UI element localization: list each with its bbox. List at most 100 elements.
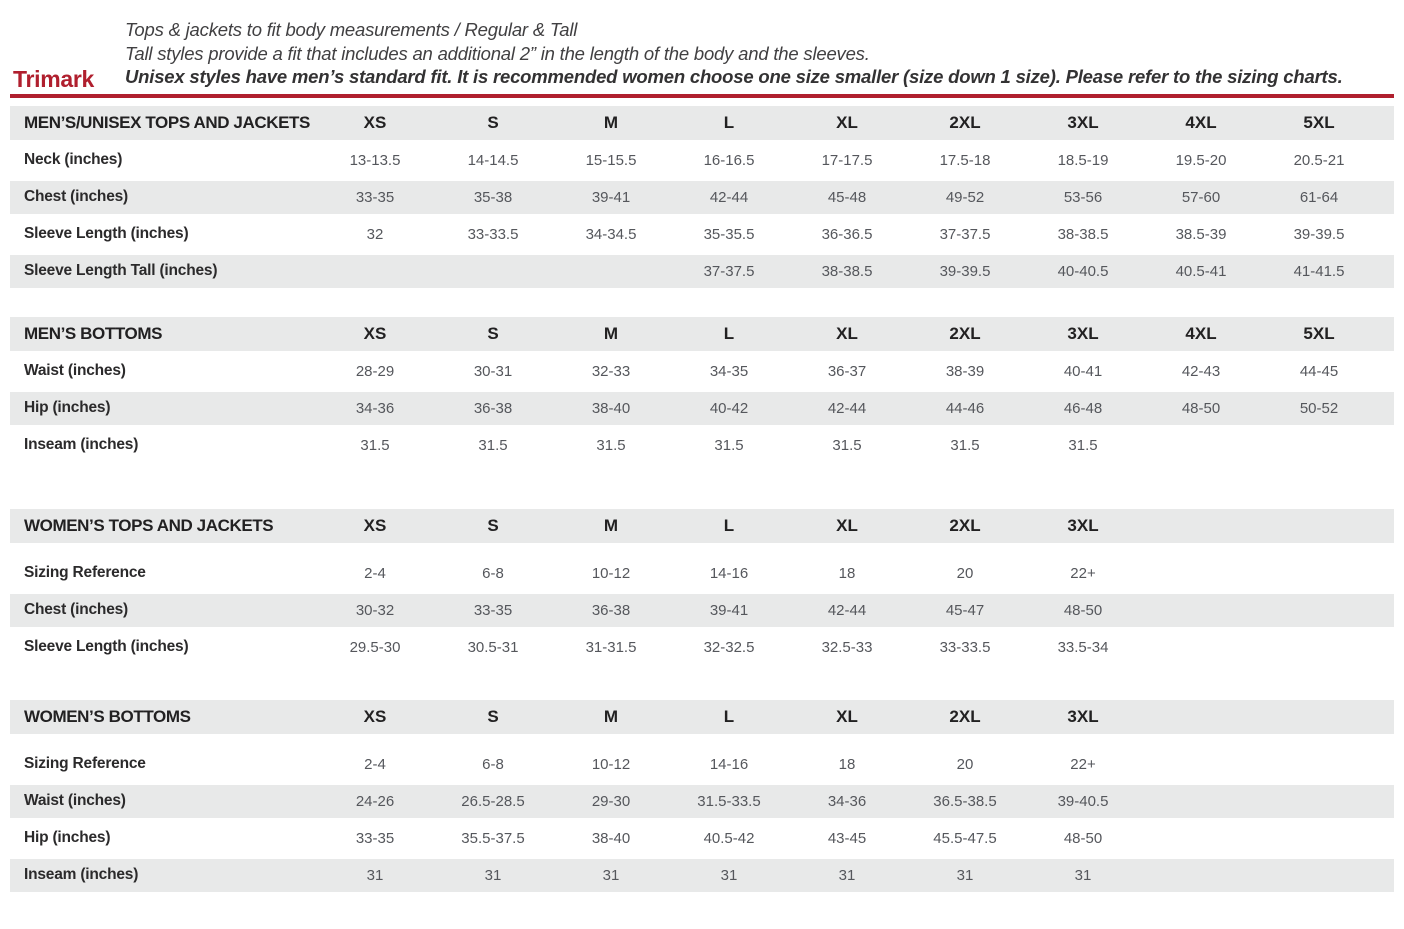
column-header-xl: XL [836, 706, 858, 726]
column-header-3xl: 3XL [1067, 515, 1099, 535]
size-value-cell: 39-41 [591, 188, 631, 206]
sizing-chart-page: Trimark Tops & jackets to fit body measu… [0, 0, 1404, 892]
size-value-cell: 48-50 [1063, 601, 1103, 619]
size-value-cell: 28-29 [355, 362, 395, 380]
size-value-cell: 31-31.5 [585, 638, 637, 656]
size-value-cell: 16-16.5 [703, 151, 755, 169]
table-row: Inseam (inches) 31 31 31 31 31 31 31 [10, 858, 1394, 892]
size-value-cell: 44-46 [945, 399, 985, 417]
size-value-cell: 61-64 [1299, 188, 1339, 206]
size-value-cell: 35.5-37.5 [461, 829, 525, 847]
column-header-2xl: 2XL [949, 323, 981, 343]
size-value-cell: 33-33.5 [467, 225, 519, 243]
size-value-cell: 31.5-33.5 [697, 792, 761, 810]
column-header-s: S [487, 112, 499, 132]
size-table-womens-bottoms: WOMEN’S BOTTOMS XS S M L XL 2XL 3XL Sizing Refer… [10, 699, 1394, 892]
row-label: Waist (inches) [24, 362, 126, 379]
size-value-cell: 34-34.5 [585, 225, 637, 243]
size-value-cell: 31 [366, 866, 384, 884]
document-header: Trimark Tops & jackets to fit body measu… [0, 0, 1404, 92]
note-tall-styles: Tall styles provide a fit that includes … [125, 42, 870, 64]
size-value-cell: 31 [602, 866, 620, 884]
size-value-cell: 46-48 [1063, 399, 1103, 417]
size-value-cell: 14-14.5 [467, 151, 519, 169]
size-value-cell: 22+ [1070, 755, 1096, 773]
column-header-l: L [723, 515, 735, 535]
table-row: Waist (inches) 24-26 26.5-28.5 29-30 31.5-33… [10, 784, 1394, 818]
size-value-cell: 31 [956, 866, 974, 884]
size-value-cell: 33-33.5 [939, 638, 991, 656]
table-row: Neck (inches) 13-13.5 14-14.5 15-15.5 16-16.… [10, 144, 1394, 177]
size-value-cell: 18.5-19 [1057, 151, 1109, 169]
size-value-cell: 31.5 [832, 436, 862, 454]
size-value-cell: 35-35.5 [703, 225, 755, 243]
column-header-4xl: 4XL [1185, 112, 1217, 132]
table-row: Inseam (inches) 31.5 31.5 31.5 31.5 31.5 31.5 3… [10, 429, 1394, 462]
size-value-cell: 6-8 [482, 755, 504, 773]
table-row: Sleeve Length Tall (inches) 37-37.5 38-38.… [10, 254, 1394, 288]
column-header-m: M [603, 706, 619, 726]
row-label: Neck (inches) [24, 151, 123, 168]
size-value-cell: 50-52 [1299, 399, 1339, 417]
size-value-cell: 36-38 [473, 399, 513, 417]
size-value-cell: 37-37.5 [703, 262, 755, 280]
size-value-cell: 24-26 [355, 792, 395, 810]
size-value-cell: 36-36.5 [821, 225, 873, 243]
size-value-cell: 10-12 [591, 564, 631, 582]
size-value-cell: 36.5-38.5 [933, 792, 997, 810]
column-header-l: L [723, 323, 735, 343]
size-value-cell: 40.5-42 [703, 829, 755, 847]
size-value-cell: 45.5-47.5 [933, 829, 997, 847]
column-header-xl: XL [836, 323, 858, 343]
size-value-cell: 33-35 [355, 188, 395, 206]
size-value-cell: 2-4 [364, 564, 386, 582]
size-value-cell: 44-45 [1299, 362, 1339, 380]
note-unisex-fit: Unisex styles have men’s standard fit. I… [125, 66, 1343, 87]
size-value-cell: 18 [838, 755, 856, 773]
table-row: Sleeve Length (inches) 29.5-30 30.5-31 31-3… [10, 631, 1394, 664]
header-divider-rule [10, 93, 1394, 98]
row-label: Waist (inches) [24, 792, 126, 809]
size-value-cell: 38-39 [945, 362, 985, 380]
column-header-s: S [487, 323, 499, 343]
size-value-cell: 57-60 [1181, 188, 1221, 206]
size-value-cell: 29.5-30 [349, 638, 401, 656]
column-header-5xl: 5XL [1303, 112, 1335, 132]
size-value-cell: 17.5-18 [939, 151, 991, 169]
size-value-cell: 29-30 [591, 792, 631, 810]
size-value-cell: 18 [838, 564, 856, 582]
size-value-cell: 42-44 [827, 399, 867, 417]
size-value-cell: 30-31 [473, 362, 513, 380]
column-header-m: M [603, 515, 619, 535]
size-value-cell: 31.5 [1068, 436, 1098, 454]
size-value-cell: 39-39.5 [939, 262, 991, 280]
size-value-cell: 31 [720, 866, 738, 884]
column-header-xl: XL [836, 515, 858, 535]
row-label: Inseam (inches) [24, 436, 139, 453]
size-value-cell: 39-40.5 [1057, 792, 1109, 810]
brand-logo: Trimark [13, 66, 95, 92]
table-title: WOMEN’S BOTTOMS [24, 706, 191, 726]
table-title: WOMEN’S TOPS AND JACKETS [24, 515, 274, 535]
size-value-cell: 38-40 [591, 829, 631, 847]
table-row: Chest (inches) 30-32 33-35 36-38 39-41 42-44 4… [10, 593, 1394, 627]
size-tables: MEN’S/UNISEX TOPS AND JACKETS XS S M L XL 2XL 3… [0, 105, 1404, 892]
table-header-row: WOMEN’S BOTTOMS XS S M L XL 2XL 3XL [10, 699, 1394, 734]
size-value-cell: 49-52 [945, 188, 985, 206]
size-value-cell: 38-40 [591, 399, 631, 417]
column-header-5xl: 5XL [1303, 323, 1335, 343]
size-value-cell: 31.5 [478, 436, 508, 454]
column-header-2xl: 2XL [949, 515, 981, 535]
size-value-cell: 14-16 [709, 755, 749, 773]
column-header-xs: XS [363, 323, 387, 343]
table-header-row: MEN’S BOTTOMS XS S M L XL 2XL 3XL 4XL 5XL [10, 316, 1394, 351]
size-value-cell: 30-32 [355, 601, 395, 619]
column-header-l: L [723, 112, 735, 132]
size-value-cell: 10-12 [591, 755, 631, 773]
size-value-cell: 31.5 [714, 436, 744, 454]
column-header-xs: XS [363, 515, 387, 535]
size-value-cell: 36-38 [591, 601, 631, 619]
size-value-cell: 42-44 [827, 601, 867, 619]
row-label: Inseam (inches) [24, 866, 139, 883]
size-value-cell: 34-36 [827, 792, 867, 810]
